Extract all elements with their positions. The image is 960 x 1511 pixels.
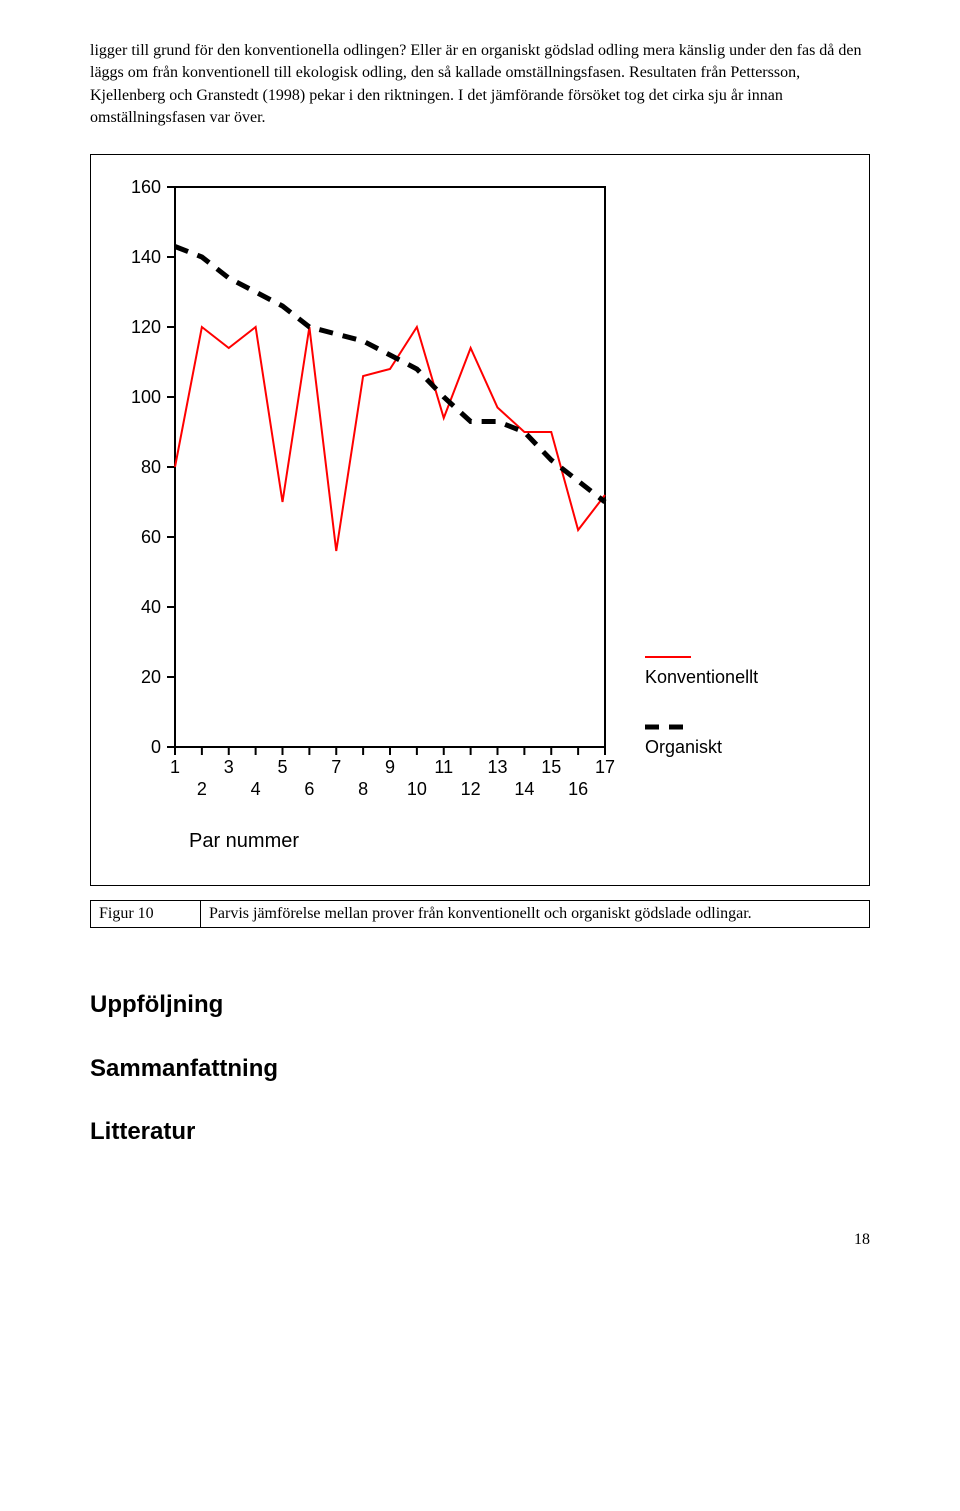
svg-text:15: 15 bbox=[541, 757, 561, 777]
svg-text:100: 100 bbox=[131, 387, 161, 407]
intro-paragraph: ligger till grund för den konventionella… bbox=[90, 40, 870, 130]
chart-svg: 0204060801001201401601357911131517246810… bbox=[109, 173, 809, 873]
figure-label: Figur 10 bbox=[91, 900, 201, 927]
svg-text:6: 6 bbox=[304, 779, 314, 799]
svg-text:60: 60 bbox=[141, 527, 161, 547]
section-headings: Uppföljning Sammanfattning Litteratur bbox=[90, 988, 870, 1149]
svg-text:3: 3 bbox=[224, 757, 234, 777]
svg-text:5: 5 bbox=[277, 757, 287, 777]
svg-text:10: 10 bbox=[407, 779, 427, 799]
svg-text:9: 9 bbox=[385, 757, 395, 777]
svg-text:Konventionellt: Konventionellt bbox=[645, 667, 758, 687]
heading-uppfoljning: Uppföljning bbox=[90, 988, 870, 1022]
page-number: 18 bbox=[90, 1229, 870, 1251]
svg-text:14: 14 bbox=[514, 779, 534, 799]
svg-text:4: 4 bbox=[251, 779, 261, 799]
svg-text:40: 40 bbox=[141, 597, 161, 617]
svg-text:Par nummer: Par nummer bbox=[189, 830, 299, 852]
svg-text:140: 140 bbox=[131, 247, 161, 267]
svg-text:0: 0 bbox=[151, 737, 161, 757]
svg-text:160: 160 bbox=[131, 177, 161, 197]
svg-text:120: 120 bbox=[131, 317, 161, 337]
svg-text:17: 17 bbox=[595, 757, 615, 777]
heading-sammanfattning: Sammanfattning bbox=[90, 1052, 870, 1086]
svg-text:11: 11 bbox=[434, 757, 453, 777]
svg-text:8: 8 bbox=[358, 779, 368, 799]
heading-litteratur: Litteratur bbox=[90, 1115, 870, 1149]
figure-caption-text: Parvis jämförelse mellan prover från kon… bbox=[201, 900, 870, 927]
line-chart: 0204060801001201401601357911131517246810… bbox=[109, 173, 845, 873]
svg-text:7: 7 bbox=[331, 757, 341, 777]
svg-text:1: 1 bbox=[170, 757, 180, 777]
figure-caption-table: Figur 10 Parvis jämförelse mellan prover… bbox=[90, 900, 870, 928]
svg-text:13: 13 bbox=[487, 757, 507, 777]
svg-text:12: 12 bbox=[461, 779, 481, 799]
svg-text:80: 80 bbox=[141, 457, 161, 477]
svg-text:16: 16 bbox=[568, 779, 588, 799]
svg-text:Organiskt: Organiskt bbox=[645, 737, 722, 757]
svg-text:20: 20 bbox=[141, 667, 161, 687]
figure-container: 0204060801001201401601357911131517246810… bbox=[90, 154, 870, 886]
svg-text:2: 2 bbox=[197, 779, 207, 799]
